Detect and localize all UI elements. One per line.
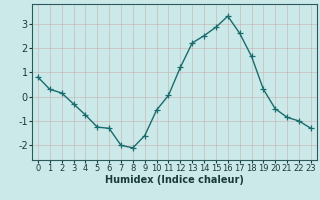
- X-axis label: Humidex (Indice chaleur): Humidex (Indice chaleur): [105, 175, 244, 185]
